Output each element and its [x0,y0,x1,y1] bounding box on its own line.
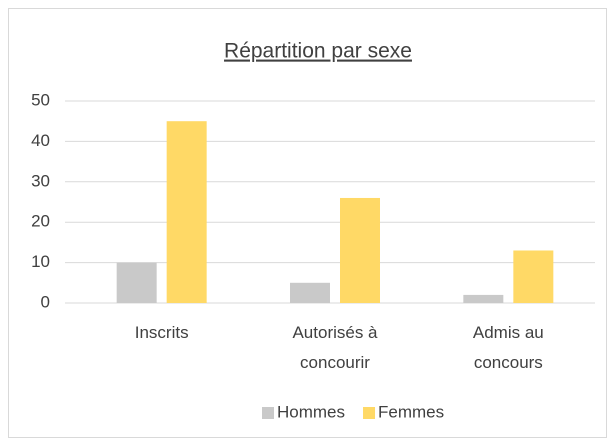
y-tick-label: 30 [31,171,50,190]
bar [290,282,330,303]
legend-label: Femmes [378,402,444,421]
y-tick-label: 50 [31,90,50,109]
chart-title: Répartition par sexe [224,40,412,63]
y-tick-label: 20 [31,212,50,231]
bar [340,197,380,303]
bar [116,262,157,303]
legend-label: Hommes [277,402,345,421]
x-tick-label: Autorisés à concourir [292,323,378,372]
y-tick-label: 10 [31,252,50,271]
bar [166,121,207,303]
y-tick-label: 40 [31,131,50,150]
x-tick-label: Inscrits [134,323,189,342]
legend-swatch [262,407,274,419]
chart-border [8,8,607,438]
x-tick-label: Admis au concours [472,323,544,372]
bar [513,250,554,303]
legend-swatch [363,407,376,419]
y-tick-label: 0 [41,292,50,311]
bar [463,294,504,303]
